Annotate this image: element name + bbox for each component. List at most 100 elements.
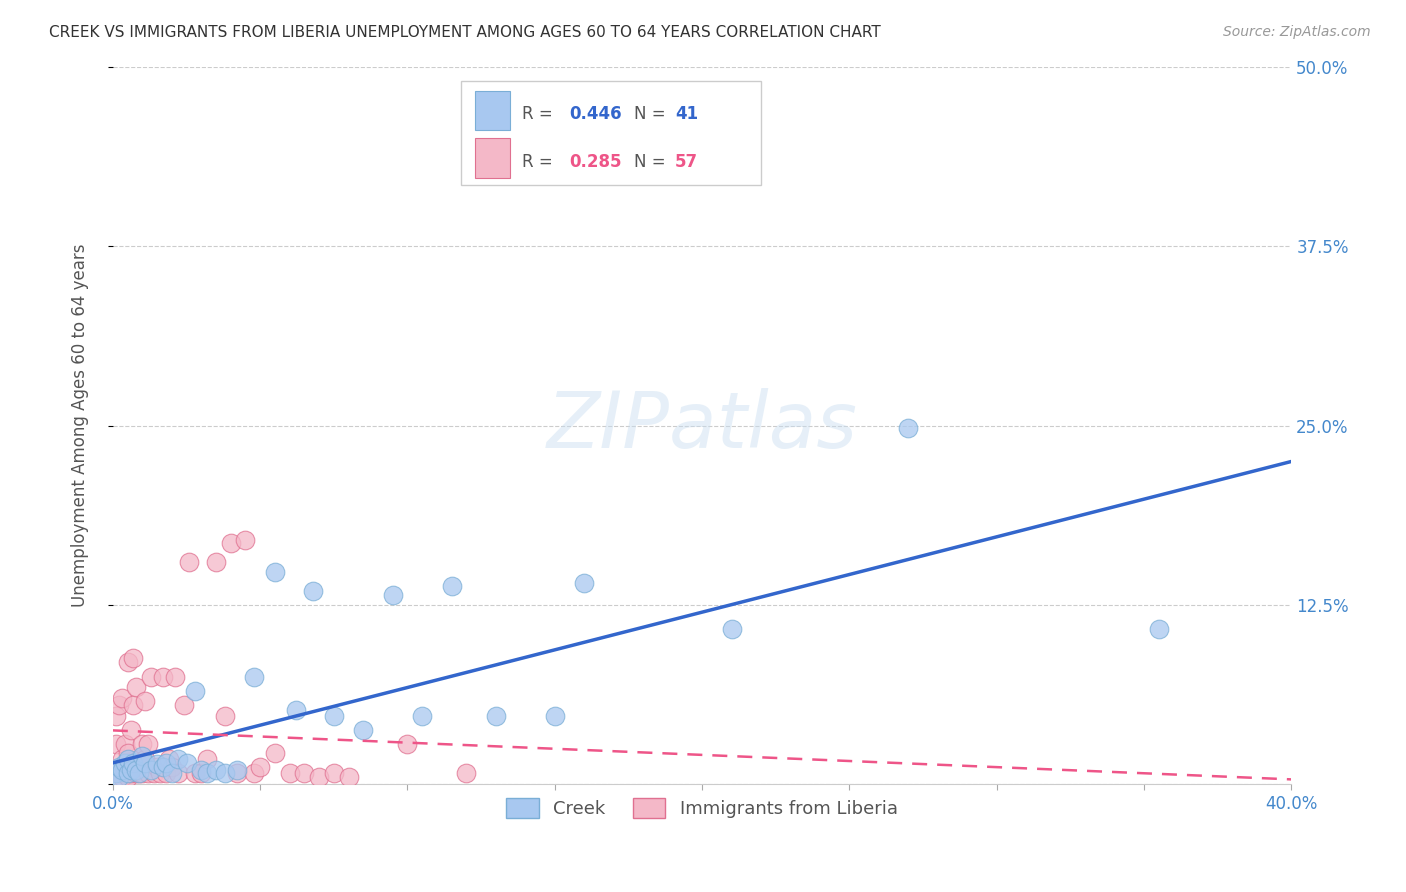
Point bbox=[128, 766, 150, 780]
Text: N =: N = bbox=[634, 153, 671, 171]
Point bbox=[131, 748, 153, 763]
Point bbox=[155, 756, 177, 770]
Point bbox=[114, 756, 136, 770]
Point bbox=[146, 760, 169, 774]
Point bbox=[117, 766, 139, 780]
Point bbox=[160, 766, 183, 780]
Text: 41: 41 bbox=[675, 105, 699, 123]
Point bbox=[104, 766, 127, 780]
Point bbox=[173, 698, 195, 713]
Text: 57: 57 bbox=[675, 153, 699, 171]
Point bbox=[440, 579, 463, 593]
Point bbox=[195, 751, 218, 765]
Point bbox=[128, 751, 150, 765]
Point bbox=[337, 770, 360, 784]
Point bbox=[122, 698, 145, 713]
Point bbox=[179, 555, 201, 569]
Point bbox=[107, 770, 129, 784]
Point bbox=[104, 737, 127, 751]
Point bbox=[897, 421, 920, 435]
Point bbox=[104, 708, 127, 723]
Point bbox=[411, 708, 433, 723]
Point bbox=[114, 737, 136, 751]
Point bbox=[381, 588, 404, 602]
Point bbox=[264, 746, 287, 760]
Point bbox=[243, 766, 266, 780]
Text: Source: ZipAtlas.com: Source: ZipAtlas.com bbox=[1223, 25, 1371, 39]
Point bbox=[111, 770, 134, 784]
Point bbox=[352, 723, 374, 737]
Point bbox=[149, 766, 172, 780]
Point bbox=[166, 766, 188, 780]
Point bbox=[396, 737, 419, 751]
Point bbox=[166, 751, 188, 765]
Point bbox=[131, 737, 153, 751]
Point bbox=[225, 766, 247, 780]
Point bbox=[157, 751, 180, 765]
Point bbox=[107, 698, 129, 713]
Point bbox=[122, 651, 145, 665]
Point bbox=[163, 670, 186, 684]
Point bbox=[190, 766, 212, 780]
Text: R =: R = bbox=[522, 105, 558, 123]
Point bbox=[160, 760, 183, 774]
Point bbox=[128, 766, 150, 780]
Point bbox=[322, 708, 344, 723]
Point bbox=[134, 751, 156, 765]
Point bbox=[720, 623, 742, 637]
Point bbox=[141, 763, 163, 777]
Point bbox=[120, 723, 142, 737]
Point bbox=[125, 760, 148, 774]
Point bbox=[152, 670, 174, 684]
Point bbox=[152, 760, 174, 774]
Point bbox=[308, 770, 330, 784]
Point bbox=[125, 680, 148, 694]
Text: CREEK VS IMMIGRANTS FROM LIBERIA UNEMPLOYMENT AMONG AGES 60 TO 64 YEARS CORRELAT: CREEK VS IMMIGRANTS FROM LIBERIA UNEMPLO… bbox=[49, 25, 882, 40]
Point bbox=[574, 576, 596, 591]
Point bbox=[117, 746, 139, 760]
Point bbox=[122, 756, 145, 770]
Point bbox=[485, 708, 508, 723]
Point bbox=[134, 756, 156, 770]
Text: ZIPatlas: ZIPatlas bbox=[547, 387, 858, 464]
Point bbox=[146, 757, 169, 772]
Point bbox=[456, 766, 478, 780]
Point bbox=[214, 766, 236, 780]
Point bbox=[125, 766, 148, 780]
Point bbox=[190, 763, 212, 777]
Point bbox=[292, 766, 315, 780]
Point bbox=[117, 656, 139, 670]
Point bbox=[155, 766, 177, 780]
Point bbox=[243, 670, 266, 684]
Point bbox=[184, 766, 207, 780]
Point bbox=[205, 763, 228, 777]
Point bbox=[214, 708, 236, 723]
Point bbox=[120, 766, 142, 780]
Point bbox=[125, 763, 148, 777]
Point bbox=[117, 770, 139, 784]
Text: 0.285: 0.285 bbox=[569, 153, 621, 171]
Point bbox=[134, 694, 156, 708]
Point bbox=[111, 763, 134, 777]
FancyBboxPatch shape bbox=[461, 81, 761, 185]
FancyBboxPatch shape bbox=[475, 138, 510, 178]
Point bbox=[120, 763, 142, 777]
Point bbox=[176, 756, 198, 770]
Point bbox=[143, 766, 166, 780]
Text: R =: R = bbox=[522, 153, 558, 171]
Point bbox=[219, 536, 242, 550]
Point bbox=[278, 766, 301, 780]
Point bbox=[107, 760, 129, 774]
Point bbox=[131, 766, 153, 780]
Point bbox=[136, 737, 159, 751]
Point bbox=[284, 703, 307, 717]
Point bbox=[235, 533, 257, 548]
Point bbox=[141, 670, 163, 684]
Point bbox=[184, 684, 207, 698]
Y-axis label: Unemployment Among Ages 60 to 64 years: Unemployment Among Ages 60 to 64 years bbox=[72, 244, 89, 607]
Point bbox=[205, 555, 228, 569]
Point bbox=[264, 565, 287, 579]
Text: N =: N = bbox=[634, 105, 671, 123]
Point bbox=[117, 751, 139, 765]
Point bbox=[322, 766, 344, 780]
